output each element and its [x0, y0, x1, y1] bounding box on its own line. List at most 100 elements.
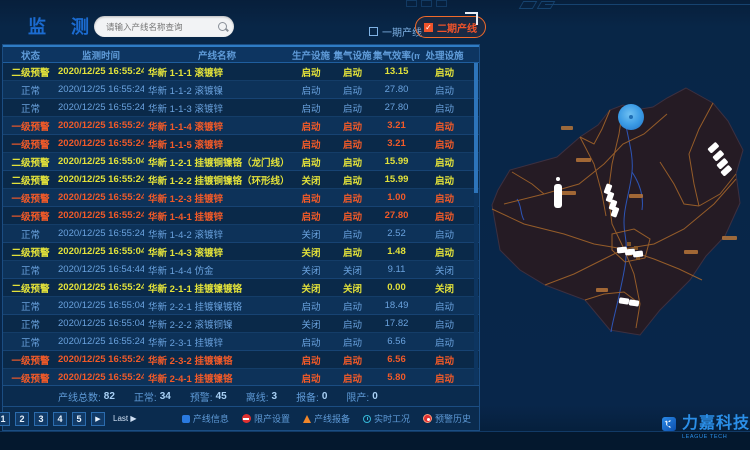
checkbox-unchecked-icon[interactable]	[369, 27, 378, 36]
search-box[interactable]	[94, 16, 234, 37]
last-page-button[interactable]: Last ▶	[113, 414, 137, 423]
search-input[interactable]	[106, 21, 217, 32]
gas-facility-cell: 启动	[342, 175, 362, 187]
table-row[interactable]: 一级预警 2020/12/25 16:55:24 华新 1-2-3 挂镀锌 启动…	[3, 189, 479, 207]
gas-efficiency-cell: 0.00	[387, 282, 406, 293]
processing-facility-cell: 启动	[434, 175, 454, 187]
map-road-badges	[554, 142, 732, 307]
deco-box	[406, 0, 417, 7]
column-header: 生产设施	[291, 50, 330, 62]
gas-facility-cell: 启动	[342, 337, 362, 349]
production-facility-cell: 关闭	[301, 247, 321, 259]
tool-label: 产线信息	[192, 414, 229, 424]
page-button[interactable]: 4	[53, 411, 67, 426]
tool-icon	[302, 414, 311, 423]
table-row[interactable]: 一级预警 2020/12/25 16:55:24 华新 2-4-1 挂镀镍铬 启…	[3, 369, 479, 385]
column-header: 处理设施	[425, 50, 464, 62]
tool-icon	[241, 414, 251, 423]
table-row[interactable]: 二级预警 2020/12/25 16:55:24 华新 1-2-2 挂镀铜镍铬（…	[3, 171, 479, 189]
table-row[interactable]: 正常 2020/12/25 16:55:04 华新 2-2-1 挂镀镍镀铬 启动…	[3, 297, 479, 315]
gas-efficiency-cell: 6.56	[387, 336, 406, 347]
table-row[interactable]: 二级预警 2020/12/25 16:55:24 华新 1-1-1 滚镀锌 启动…	[3, 63, 479, 81]
tool-button[interactable]: 限产设置	[241, 412, 290, 425]
table-row[interactable]: 正常 2020/12/25 16:55:24 华新 1-1-3 滚镀锌 启动 启…	[3, 99, 479, 117]
table-row[interactable]: 一级预警 2020/12/25 16:55:24 华新 1-1-4 滚镀锌 启动…	[3, 117, 479, 135]
table-row[interactable]: 正常 2020/12/25 16:55:04 华新 2-2-2 滚镀铜镍 关闭 …	[3, 315, 479, 333]
search-icon[interactable]	[217, 21, 229, 33]
gas-facility-cell: 启动	[342, 355, 362, 367]
logo-text-cn: 力嘉科技	[681, 414, 750, 432]
production-facility-cell: 关闭	[301, 319, 321, 331]
status-cell: 一级预警	[11, 193, 50, 205]
line-name-cell: 华新 1-2-2 挂镀铜镍铬（环形线）	[148, 175, 290, 187]
gas-efficiency-cell: 3.21	[387, 138, 406, 149]
table-row[interactable]: 一级预警 2020/12/25 16:55:24 华新 2-3-2 挂镀镍铬 启…	[3, 351, 479, 369]
tool-button[interactable]: 产线信息	[181, 412, 229, 425]
production-facility-cell: 启动	[301, 193, 321, 205]
gas-facility-cell: 关闭	[342, 265, 362, 277]
processing-facility-cell: 启动	[434, 157, 454, 169]
deco-box	[421, 0, 432, 7]
table-row[interactable]: 正常 2020/12/25 16:55:24 华新 1-4-2 滚镀锌 关闭 启…	[3, 225, 479, 243]
production-facility-cell: 启动	[301, 355, 321, 367]
checkbox-checked-icon[interactable]: ✓	[424, 22, 433, 32]
table-row[interactable]: 正常 2020/12/25 16:55:24 华新 1-1-2 滚镀镍 启动 启…	[3, 81, 479, 99]
line-name-cell: 华新 1-1-2 滚镀镍	[148, 85, 223, 97]
processing-facility-cell: 启动	[434, 139, 454, 151]
deco-box	[436, 0, 447, 7]
production-facility-cell: 关闭	[301, 175, 321, 187]
page-button[interactable]: 3	[34, 411, 48, 426]
time-cell: 2020/12/25 16:55:24	[58, 372, 144, 383]
status-cell: 二级预警	[11, 67, 50, 79]
next-page-button[interactable]: ▶	[91, 411, 105, 426]
tool-button[interactable]: 预警历史	[422, 412, 471, 425]
tool-button[interactable]: 产线报备	[302, 412, 350, 425]
status-cell: 二级预警	[11, 175, 50, 187]
gas-facility-cell: 启动	[342, 103, 362, 115]
line-name-cell: 华新 1-1-1 滚镀锌	[148, 67, 223, 79]
production-facility-cell: 启动	[301, 211, 321, 223]
summary-item: 离线: 3	[245, 390, 278, 404]
gas-efficiency-cell: 13.15	[384, 66, 409, 77]
production-facility-cell: 启动	[301, 337, 321, 349]
gas-facility-cell: 启动	[342, 301, 362, 313]
tool-buttons: 产线信息 限产设置 产线报备 实时工况	[181, 412, 471, 425]
table-row[interactable]: 正常 2020/12/25 16:54:44 华新 1-4-4 仿金 关闭 关闭…	[3, 261, 479, 279]
gas-facility-cell: 启动	[342, 193, 362, 205]
summary-item: 限产: 0	[346, 390, 378, 404]
time-cell: 2020/12/25 16:55:24	[58, 228, 144, 239]
processing-facility-cell: 启动	[434, 247, 454, 259]
map-alert-marker-dot	[629, 115, 633, 119]
table-row[interactable]: 二级预警 2020/12/25 16:55:24 华新 2-1-1 挂镀镍镀铬 …	[3, 279, 479, 297]
tool-icon	[362, 414, 371, 423]
page-title: 监 测	[28, 17, 100, 37]
phase1-checkbox[interactable]: 一期产线	[369, 24, 422, 39]
table-row[interactable]: 一级预警 2020/12/25 16:55:24 华新 1-1-5 滚镀锌 启动…	[3, 135, 479, 153]
scrollbar-thumb[interactable]	[474, 63, 478, 193]
table-row[interactable]: 正常 2020/12/25 16:55:24 华新 2-3-1 挂镀锌 启动 启…	[3, 333, 479, 351]
gas-facility-cell: 启动	[342, 247, 362, 259]
region-map[interactable]	[484, 44, 750, 431]
phase2-checkbox-button[interactable]: ✓ 二期产线	[415, 16, 486, 38]
processing-facility-cell: 启动	[434, 301, 454, 313]
page-button[interactable]: 2	[15, 411, 29, 426]
table-row[interactable]: 一级预警 2020/12/25 16:55:24 华新 1-4-1 挂镀锌 启动…	[3, 207, 479, 225]
table-row[interactable]: 二级预警 2020/12/25 16:55:04 华新 1-2-1 挂镀铜镍铬（…	[3, 153, 479, 171]
table-row[interactable]: 二级预警 2020/12/25 16:55:04 华新 1-4-3 滚镀锌 关闭…	[3, 243, 479, 261]
time-cell: 2020/12/25 16:55:24	[58, 174, 144, 185]
production-facility-cell: 启动	[301, 85, 321, 97]
tool-button[interactable]: 实时工况	[362, 412, 410, 425]
table-rows: 二级预警 2020/12/25 16:55:24 华新 1-1-1 滚镀锌 启动…	[3, 63, 479, 385]
page-button[interactable]: 1	[0, 411, 10, 426]
processing-facility-cell: 启动	[434, 67, 454, 79]
page-button[interactable]: 5	[72, 411, 86, 426]
table-scrollbar[interactable]	[474, 63, 478, 385]
time-cell: 2020/12/25 16:55:24	[58, 84, 144, 95]
deco-slash	[536, 1, 556, 9]
line-name-cell: 华新 1-4-1 挂镀锌	[148, 211, 223, 223]
tool-icon	[181, 414, 190, 423]
production-facility-cell: 关闭	[301, 265, 321, 277]
line-name-cell: 华新 2-2-1 挂镀镍镀铬	[148, 301, 242, 313]
processing-facility-cell: 关闭	[434, 283, 454, 295]
